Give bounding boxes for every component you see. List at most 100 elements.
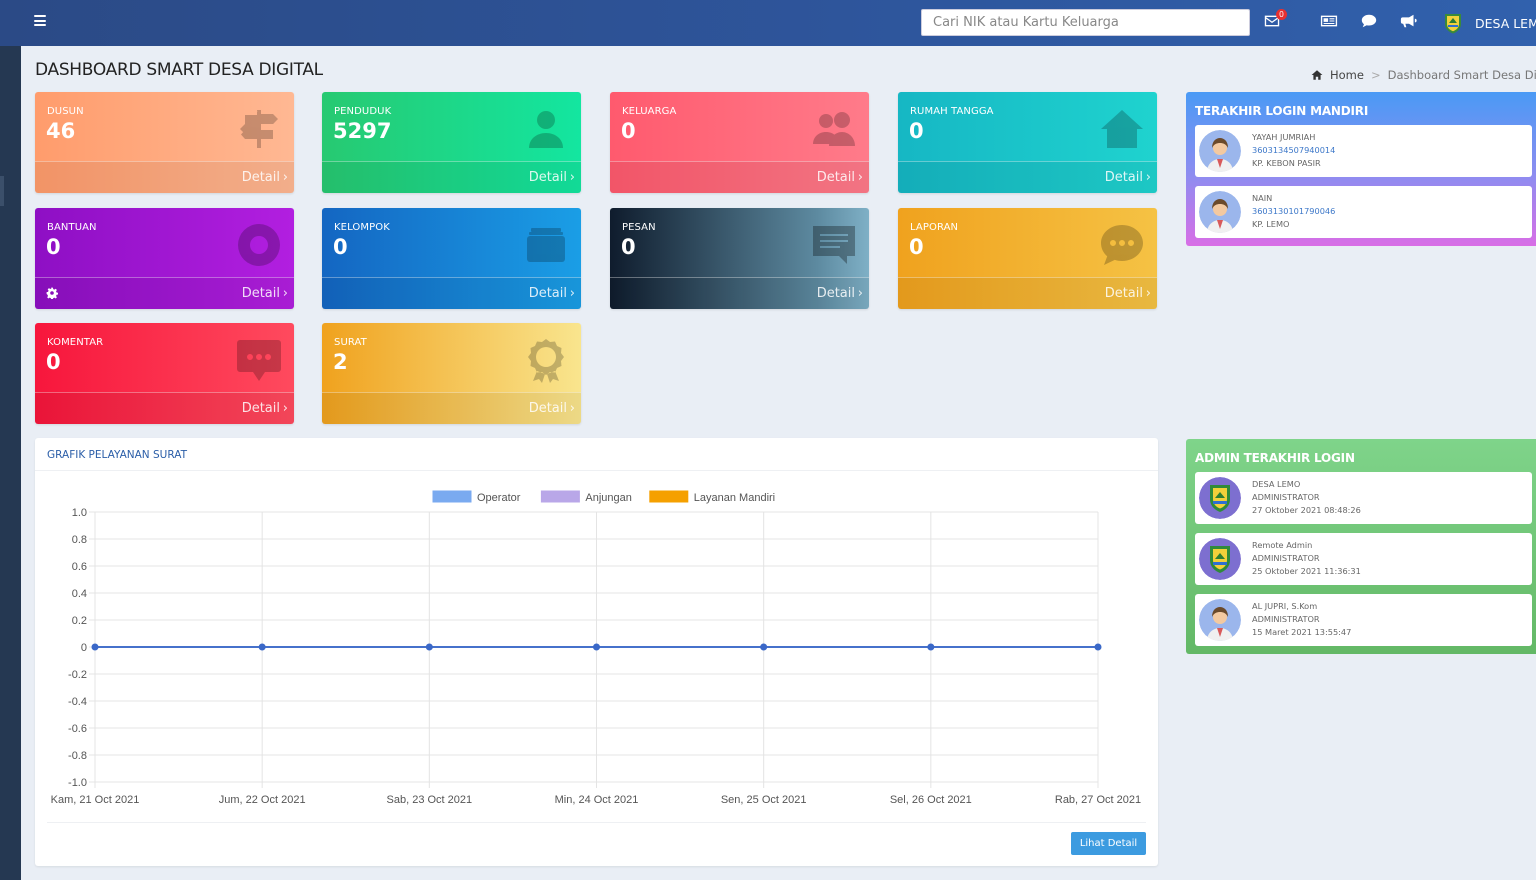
data-point bbox=[927, 643, 935, 651]
chevron-right-icon: › bbox=[569, 401, 575, 416]
card-label: PESAN bbox=[622, 222, 656, 233]
card-detail-link[interactable]: Detail › bbox=[610, 277, 869, 309]
card-detail-link[interactable]: Detail › bbox=[35, 161, 294, 193]
breadcrumb-home[interactable]: Home bbox=[1330, 68, 1364, 82]
login-item[interactable]: NAIN 3603130101790046 KP. LEMO bbox=[1195, 186, 1532, 238]
x-tick-label: Kam, 21 Oct 2021 bbox=[51, 794, 140, 806]
sidebar-handle[interactable] bbox=[0, 176, 4, 206]
card-value: 0 bbox=[621, 119, 636, 143]
login-nik: 3603130101790046 bbox=[1252, 206, 1336, 216]
legend-swatch bbox=[540, 490, 580, 503]
x-tick-label: Sel, 26 Oct 2021 bbox=[890, 794, 972, 806]
detail-label: Detail bbox=[1104, 286, 1143, 301]
breadcrumb: Home > Dashboard Smart Desa Digital bbox=[1311, 68, 1536, 82]
village-logo-icon bbox=[1445, 14, 1461, 34]
data-point bbox=[1094, 643, 1102, 651]
folder-icon bbox=[523, 222, 569, 268]
card-value: 0 bbox=[46, 350, 61, 374]
login-mandiri-panel: TERAKHIR LOGIN MANDIRI YAYAH JUMRIAH 360… bbox=[1186, 92, 1536, 246]
lihat-detail-button[interactable]: Lihat Detail bbox=[1071, 832, 1146, 855]
login-name: YAYAH JUMRIAH bbox=[1252, 132, 1316, 142]
data-point bbox=[91, 643, 99, 651]
login-item[interactable]: YAYAH JUMRIAH 3603134507940014 KP. KEBON… bbox=[1195, 125, 1532, 177]
chat-icon[interactable] bbox=[1360, 12, 1380, 32]
login-details: NAIN 3603130101790046 KP. LEMO bbox=[1252, 192, 1335, 231]
login-time: 27 Oktober 2021 08:48:26 bbox=[1252, 505, 1361, 515]
card-pesan: PESAN 0 Detail › bbox=[610, 208, 869, 309]
login-time: 15 Maret 2021 13:55:47 bbox=[1252, 627, 1352, 637]
legend-swatch bbox=[649, 490, 689, 503]
detail-label: Detail bbox=[241, 286, 280, 301]
line-chart: 1.0 0.8 0.6 0.4 0.2 0 -0.2 -0.4 -0.6 -0.8 -1.0 Kam,… bbox=[51, 490, 1141, 806]
admin-login-panel: ADMIN TERAKHIR LOGIN DESA LEMO ADMINISTR… bbox=[1186, 439, 1536, 654]
login-item[interactable]: AL JUPRI, S.Kom ADMINISTRATOR 15 Maret 2… bbox=[1195, 594, 1532, 646]
search-input[interactable] bbox=[921, 9, 1250, 36]
card-detail-link[interactable]: Detail › bbox=[898, 277, 1157, 309]
card-label: LAPORAN bbox=[910, 222, 959, 233]
award-icon bbox=[523, 337, 569, 383]
menu-toggle-icon[interactable] bbox=[34, 15, 46, 26]
login-name: DESA LEMO bbox=[1252, 479, 1301, 489]
megaphone-icon[interactable] bbox=[1400, 12, 1420, 32]
card-label: KOMENTAR bbox=[47, 337, 104, 348]
card-komentar: KOMENTAR 0 Detail › bbox=[35, 323, 294, 424]
avatar bbox=[1199, 477, 1241, 519]
divider bbox=[47, 822, 1146, 823]
card-kelompok: KELOMPOK 0 Detail › bbox=[322, 208, 581, 309]
login-time: 25 Oktober 2021 11:36:31 bbox=[1252, 566, 1361, 576]
user-icon bbox=[523, 106, 569, 152]
login-name: Remote Admin bbox=[1252, 540, 1313, 550]
home-icon bbox=[1099, 106, 1145, 152]
card-detail-link[interactable]: Detail › bbox=[322, 161, 581, 193]
mail-icon[interactable]: 0 bbox=[1263, 9, 1287, 32]
card-value: 46 bbox=[46, 119, 76, 143]
card-detail-link[interactable]: Detail › bbox=[610, 161, 869, 193]
avatar bbox=[1199, 538, 1241, 580]
card-value: 0 bbox=[909, 235, 924, 259]
card-penduduk: PENDUDUK 5297 Detail › bbox=[322, 92, 581, 193]
chevron-right-icon: › bbox=[569, 286, 575, 301]
avatar bbox=[1199, 191, 1241, 233]
x-tick-label: Sen, 25 Oct 2021 bbox=[721, 794, 807, 806]
x-tick-label: Jum, 22 Oct 2021 bbox=[219, 794, 306, 806]
card-detail-link[interactable]: Detail › bbox=[898, 161, 1157, 193]
avatar bbox=[1199, 130, 1241, 172]
y-tick-label: 0 bbox=[81, 642, 87, 654]
login-name: NAIN bbox=[1252, 193, 1273, 203]
card-detail-link[interactable]: Detail › bbox=[322, 392, 581, 424]
card-label: RUMAH TANGGA bbox=[910, 106, 994, 117]
login-item[interactable]: Remote Admin ADMINISTRATOR 25 Oktober 20… bbox=[1195, 533, 1532, 585]
login-item[interactable]: DESA LEMO ADMINISTRATOR 27 Oktober 2021 … bbox=[1195, 472, 1532, 524]
legend-label: Operator bbox=[477, 492, 521, 504]
y-tick-label: -0.8 bbox=[68, 750, 87, 762]
card-keluarga: KELUARGA 0 Detail › bbox=[610, 92, 869, 193]
legend-label: Anjungan bbox=[585, 492, 632, 504]
y-tick-label: -0.6 bbox=[68, 723, 87, 735]
x-tick-label: Sab, 23 Oct 2021 bbox=[387, 794, 473, 806]
detail-label: Detail bbox=[528, 286, 567, 301]
newspaper-icon[interactable] bbox=[1320, 12, 1340, 32]
breadcrumb-current: Dashboard Smart Desa Digital bbox=[1387, 68, 1536, 82]
card-detail-link[interactable]: Detail › bbox=[322, 277, 581, 309]
card-value: 0 bbox=[46, 235, 61, 259]
avatar bbox=[1199, 599, 1241, 641]
detail-label: Detail bbox=[528, 170, 567, 185]
chevron-right-icon: › bbox=[282, 286, 288, 301]
chevron-right-icon: › bbox=[569, 170, 575, 185]
chevron-right-icon: › bbox=[857, 286, 863, 301]
x-tick-label: Min, 24 Oct 2021 bbox=[555, 794, 639, 806]
card-rumah-tangga: RUMAH TANGGA 0 Detail › bbox=[898, 92, 1157, 193]
card-detail-link[interactable]: Detail › bbox=[35, 277, 294, 309]
card-value: 0 bbox=[909, 119, 924, 143]
gear-icon[interactable] bbox=[46, 287, 58, 299]
legend-label: Layanan Mandiri bbox=[694, 492, 775, 504]
home-icon bbox=[1311, 70, 1323, 80]
top-navbar: 0 DESA LEMO bbox=[0, 0, 1536, 46]
login-place: KP. KEBON PASIR bbox=[1252, 158, 1321, 168]
login-role: ADMINISTRATOR bbox=[1252, 553, 1320, 563]
card-detail-link[interactable]: Detail › bbox=[35, 392, 294, 424]
x-tick-label: Rab, 27 Oct 2021 bbox=[1055, 794, 1141, 806]
user-menu[interactable]: DESA LEMO bbox=[1443, 11, 1536, 35]
login-nik: 3603134507940014 bbox=[1252, 145, 1336, 155]
chevron-right-icon: › bbox=[1145, 286, 1151, 301]
